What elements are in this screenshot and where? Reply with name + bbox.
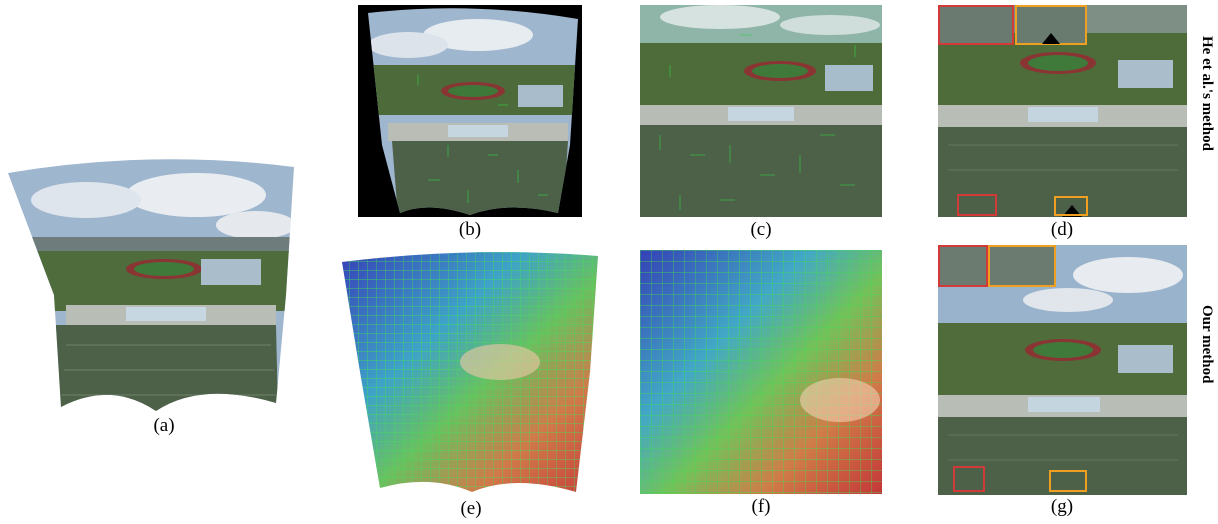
panel-g-image: [938, 245, 1187, 495]
caption-a: (a): [153, 415, 175, 436]
caption-b: (b): [458, 219, 482, 240]
panel-f-image: [640, 250, 882, 494]
caption-g: (g): [1050, 496, 1074, 517]
caption-d: (d): [1050, 219, 1074, 240]
caption-f: (f): [751, 496, 771, 517]
caption-c: (c): [750, 219, 772, 240]
caption-e: (e): [460, 498, 482, 519]
row-label-bottom: Our method: [1199, 305, 1215, 384]
panel-b-image: [358, 5, 582, 217]
row-label-top: He et al.'s method: [1199, 36, 1215, 151]
panel-c-image: [640, 5, 882, 217]
panel-d-image: [938, 5, 1187, 217]
panel-a-image: [6, 155, 296, 413]
panel-e-image: [340, 252, 602, 496]
